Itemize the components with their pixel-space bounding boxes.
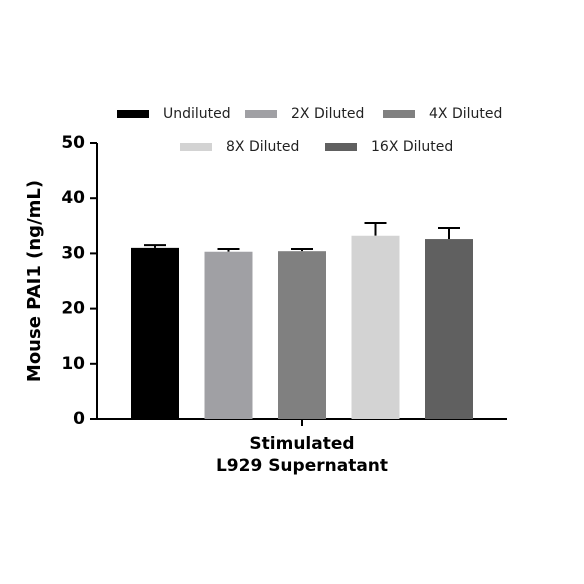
- legend-swatch: [245, 110, 277, 118]
- legend-swatch: [117, 110, 149, 118]
- legend-swatch: [325, 143, 357, 151]
- y-axis-title: Mouse PAI1 (ng/mL): [24, 180, 45, 382]
- bar: [351, 235, 400, 419]
- y-tick-label: 50: [61, 133, 85, 153]
- legend-label: 2X Diluted: [291, 106, 364, 122]
- x-tick-label: Stimulated L929 Supernatant: [216, 434, 388, 476]
- bar: [131, 247, 179, 419]
- legend-label: 16X Diluted: [371, 139, 453, 155]
- legend-label: 8X Diluted: [226, 139, 299, 155]
- bar: [204, 251, 253, 419]
- legend-label: Undiluted: [163, 106, 231, 122]
- y-tick-label: 20: [61, 299, 85, 319]
- legend-swatch: [180, 143, 212, 151]
- y-tick-label: 30: [61, 243, 85, 263]
- y-tick-label: 40: [61, 188, 85, 208]
- y-tick-label: 10: [61, 354, 85, 374]
- bar: [278, 251, 326, 419]
- legend-label: 4X Diluted: [429, 106, 502, 122]
- y-tick-label: 0: [73, 409, 85, 429]
- legend-swatch: [383, 110, 415, 118]
- bar: [425, 239, 473, 419]
